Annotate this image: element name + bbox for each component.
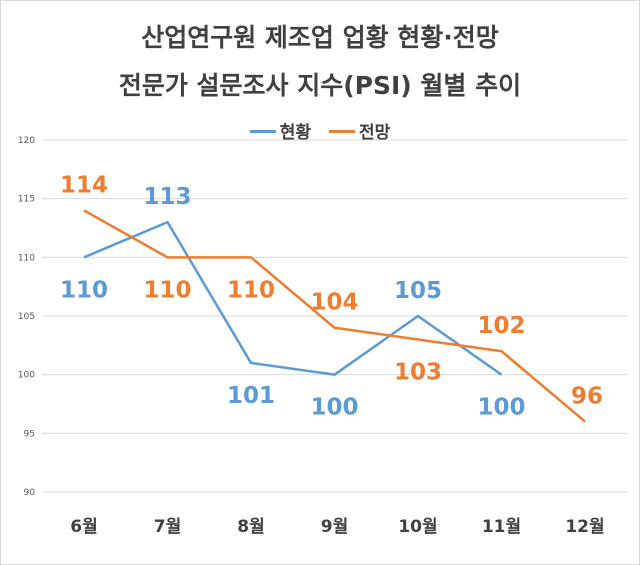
series-line-forecast [83,209,586,423]
legend-label-forecast: 전망 [358,123,391,143]
x-tick-label: 8월 [237,517,264,537]
legend-swatch-forecast [328,129,355,133]
data-label-forecast: 104 [310,290,358,316]
x-tick-label: 9월 [321,517,348,537]
y-tick-label: 105 [18,312,35,322]
data-label-current: 113 [143,184,191,210]
y-tick-label: 110 [18,253,35,263]
y-tick-label: 95 [24,429,35,439]
y-tick-label: 115 [18,195,35,205]
y-tick-label: 90 [24,488,36,498]
data-label-forecast: 103 [394,359,442,385]
legend-swatch-current [249,129,276,133]
data-label-current: 101 [227,383,275,409]
legend-item-forecast: 전망 [328,118,391,143]
data-label-forecast: 110 [227,277,275,303]
x-tick-label: 12월 [565,517,604,537]
chart-title: 산업연구원 제조업 업황 현황·전망 [141,23,499,52]
data-label-forecast: 114 [60,172,108,198]
y-tick-label: 120 [18,136,35,146]
x-tick-label: 11월 [482,517,521,537]
series-line-current [83,220,503,376]
data-label-current: 100 [477,395,525,421]
legend: 현황 전망 [0,118,640,143]
data-label-current: 100 [310,395,358,421]
data-label-forecast: 110 [143,277,191,303]
legend-label-current: 현황 [279,123,312,143]
chart-subtitle: 전문가 설문조사 지수(PSI) 월별 추이 [118,71,522,100]
data-label-forecast: 102 [477,313,525,339]
x-tick-label: 6월 [70,517,97,537]
x-tick-label: 7월 [154,517,181,537]
x-tick-label: 10월 [398,517,437,537]
data-label-current: 110 [60,277,108,303]
data-label-forecast: 96 [571,384,603,410]
data-label-current: 105 [394,278,442,304]
legend-item-current: 현황 [249,118,312,143]
y-tick-label: 100 [18,371,35,381]
